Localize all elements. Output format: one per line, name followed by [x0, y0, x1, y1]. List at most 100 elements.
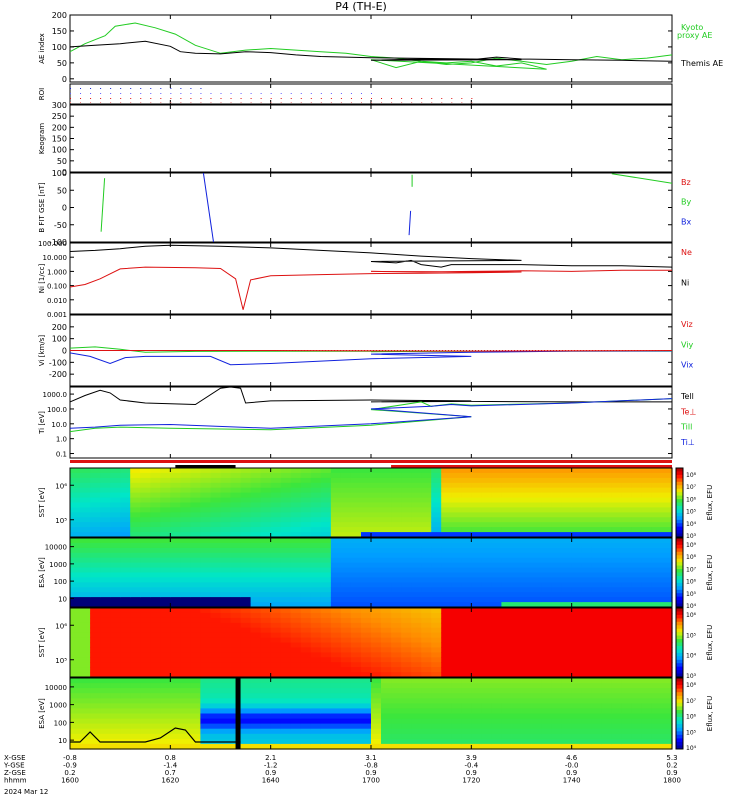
sst_e-cell: [461, 502, 472, 508]
sst_i-cell: [150, 637, 161, 644]
esa_e-cell: [521, 562, 533, 569]
esa_e-cell: [381, 538, 392, 544]
sst_e-cell: [662, 502, 673, 508]
esa_e-cell: [521, 577, 533, 583]
esa_e-cell: [150, 597, 161, 603]
esa_i-cell: [481, 718, 492, 725]
sst_i-cell: [150, 627, 161, 634]
sst_e-cell: [220, 487, 232, 494]
esa_e-cell: [561, 592, 573, 598]
esa_e-cell: [250, 538, 262, 544]
sst_i-cell: [300, 642, 312, 648]
esa_e-cell: [662, 597, 673, 603]
sst_i-cell: [90, 667, 101, 673]
sst_i-cell: [391, 622, 402, 629]
esa_i-cell: [280, 743, 292, 750]
sst_e-cell: [160, 482, 171, 489]
sst_i-cell: [601, 637, 613, 644]
esa_i-cell: [210, 733, 222, 740]
esa_e-cell: [571, 538, 583, 544]
sst_i-cell: [591, 672, 603, 678]
esa_e-cell: [330, 572, 342, 578]
sst_e-cell: [662, 482, 673, 489]
sst_e-cell: [421, 532, 432, 538]
sst_e-cell: [260, 477, 272, 484]
roi-point: [200, 98, 202, 99]
esa_i-cell: [541, 678, 553, 684]
time-axis-row-label: Z-GSE: [4, 769, 26, 777]
sst_i-cell: [190, 657, 201, 663]
esa_e-cell: [70, 572, 81, 578]
velocity-legend-2: Vix: [681, 361, 694, 370]
sst_i-cell: [100, 647, 111, 653]
sst_e-cell: [411, 468, 422, 474]
esa_e-cell: [140, 592, 151, 598]
sst_i-cell: [300, 662, 312, 668]
sst_i-cell: [210, 617, 222, 624]
roi-point: [471, 102, 473, 103]
esa_i-cell: [381, 728, 392, 735]
sst_i-cell: [170, 662, 181, 668]
esa_e-cell: [541, 567, 553, 574]
sst_i-cell: [451, 672, 462, 678]
esa_i-cell: [551, 683, 563, 689]
esa_i-cell: [110, 693, 121, 699]
esa_e-cell: [260, 592, 272, 598]
bfit-ytick-label: 0: [62, 204, 67, 213]
sst_e-cell: [230, 472, 242, 479]
sst_i-cell: [421, 647, 432, 653]
sst_e-cell: [662, 527, 673, 533]
esa_e-cell: [350, 567, 362, 574]
sst_e-cell: [190, 497, 201, 504]
sst_i-cell: [601, 632, 613, 639]
sst_e-cell: [611, 507, 623, 513]
sst_i-cell: [220, 617, 232, 624]
ae-legend-0: Kyoto: [681, 23, 703, 32]
sst_e-cell: [170, 497, 181, 504]
sst_i-cell: [200, 627, 211, 634]
sst_i-cell: [441, 642, 452, 648]
esa_e-cell: [170, 538, 181, 544]
esa_i-cell: [361, 708, 372, 715]
esa_e-cell: [150, 587, 161, 593]
sst_e-cell: [481, 482, 492, 489]
sst_e-cell: [150, 522, 161, 528]
sst_e-cell: [270, 527, 282, 533]
sst_i-cell: [371, 662, 382, 668]
esa_e-cell: [250, 582, 262, 588]
esa_i-cell: [340, 718, 352, 725]
sst_e-cell: [170, 472, 181, 479]
sst_e-cell: [421, 517, 432, 523]
sst_e-cell: [381, 477, 392, 484]
sst_i-cell: [200, 657, 211, 663]
sst_i-cell: [401, 667, 412, 673]
esa_e-cell: [300, 552, 312, 559]
esa_e-cell: [290, 557, 302, 564]
sst_e-cell: [80, 472, 91, 479]
sst_e-cell: [210, 497, 222, 504]
esa_e-cell: [541, 562, 553, 569]
esa_e-cell: [591, 562, 603, 569]
esa_e-cell: [310, 562, 322, 569]
sst_e-cell: [621, 482, 633, 489]
esa_i-cell: [451, 678, 462, 684]
esa_e-cell: [190, 592, 201, 598]
esa_i-cell: [300, 733, 312, 740]
roi-point: [90, 93, 92, 94]
sst_i-cell: [591, 657, 603, 663]
esa_e-cell: [190, 572, 201, 578]
esa_e-cell: [621, 542, 633, 549]
sst_e-colorbar-tick: 10⁶: [686, 496, 697, 503]
esa_i-cell: [130, 743, 141, 750]
sst_i-cell: [451, 662, 462, 668]
esa_i-cell: [551, 678, 563, 684]
sst_e-cell: [130, 507, 141, 513]
esa_i-cell: [240, 698, 252, 704]
sst_i-cell: [651, 627, 663, 634]
sst_e-cell: [531, 497, 543, 504]
esa_i-cell: [662, 733, 673, 740]
sst_e-cell: [621, 512, 633, 518]
esa_e-cell: [200, 542, 211, 549]
esa_i-cell: [551, 703, 563, 710]
sst_i-cell: [371, 627, 382, 634]
